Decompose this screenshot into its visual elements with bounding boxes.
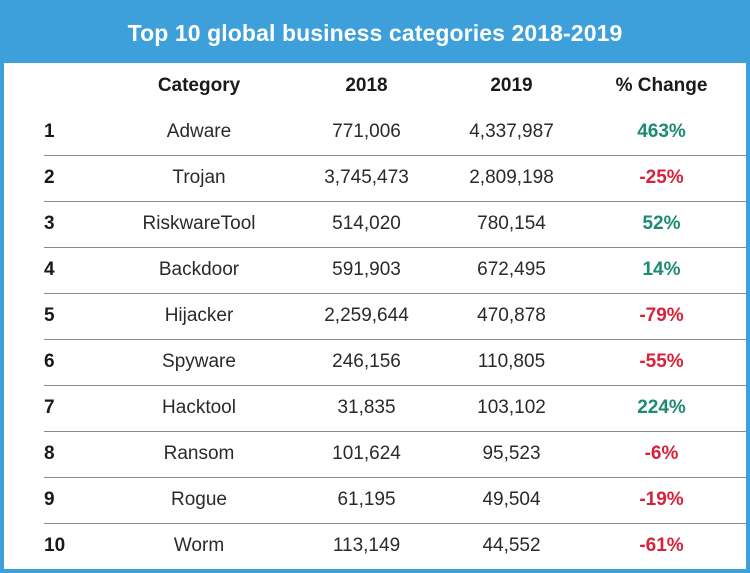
- category-cell: Hijacker: [164, 305, 234, 326]
- value-2018-cell: 3,745,473: [324, 167, 409, 188]
- rank-cell: 10: [44, 535, 66, 556]
- table-title: Top 10 global business categories 2018-2…: [4, 4, 746, 63]
- row-divider: [44, 293, 746, 294]
- value-2018-cell: 591,903: [332, 259, 401, 280]
- rank-cell: 4: [44, 259, 55, 280]
- header-2018: 2018: [345, 75, 388, 96]
- category-cell: Adware: [166, 121, 232, 142]
- value-2019-cell: 110,805: [477, 351, 546, 372]
- rank-cell: 3: [44, 213, 55, 234]
- value-2018-cell: 2,259,644: [324, 305, 409, 326]
- value-2019-cell: 2,809,198: [469, 167, 554, 188]
- change-cell: -19%: [639, 489, 684, 510]
- row-divider: [44, 155, 746, 156]
- value-2018-cell: 113,149: [332, 535, 401, 556]
- change-cell: 463%: [637, 121, 686, 142]
- table-row: 9 Rogue 61,195 49,504 -19%: [4, 477, 746, 524]
- header-rank: [44, 63, 104, 109]
- rank-cell: 1: [44, 121, 55, 142]
- row-divider: [44, 431, 746, 432]
- value-2018-cell: 771,006: [332, 121, 401, 142]
- table-row: 1 Adware 771,006 4,337,987 463%: [4, 109, 746, 156]
- table-row: 10 Worm 113,149 44,552 -61%: [4, 523, 746, 569]
- category-cell: Trojan: [172, 167, 226, 188]
- change-cell: -25%: [639, 167, 684, 188]
- table-row: 2 Trojan 3,745,473 2,809,198 -25%: [4, 155, 746, 202]
- value-2019-cell: 49,504: [482, 489, 541, 510]
- value-2019-cell: 780,154: [477, 213, 546, 234]
- row-divider: [44, 523, 746, 524]
- change-cell: 52%: [642, 213, 681, 234]
- table-row: 3 RiskwareTool 514,020 780,154 52%: [4, 201, 746, 248]
- category-cell: RiskwareTool: [142, 213, 256, 234]
- category-cell: Backdoor: [158, 259, 240, 280]
- rank-cell: 5: [44, 305, 55, 326]
- change-cell: 14%: [642, 259, 681, 280]
- value-2019-cell: 103,102: [477, 397, 546, 418]
- rank-cell: 9: [44, 489, 55, 510]
- change-cell: 224%: [637, 397, 686, 418]
- value-2019-cell: 4,337,987: [469, 121, 554, 142]
- rank-cell: 7: [44, 397, 55, 418]
- row-divider: [44, 477, 746, 478]
- table-header-row: Category 2018 2019 % Change: [4, 63, 746, 109]
- value-2019-cell: 44,552: [482, 535, 541, 556]
- value-2018-cell: 101,624: [332, 443, 401, 464]
- header-category: Category: [157, 75, 241, 96]
- table-row: 4 Backdoor 591,903 672,495 14%: [4, 247, 746, 294]
- header-change: % Change: [615, 75, 708, 96]
- value-2018-cell: 246,156: [332, 351, 401, 372]
- row-divider: [44, 201, 746, 202]
- value-2018-cell: 514,020: [332, 213, 401, 234]
- change-cell: -79%: [639, 305, 684, 326]
- table-row: 5 Hijacker 2,259,644 470,878 -79%: [4, 293, 746, 340]
- change-cell: -6%: [644, 443, 679, 464]
- value-2018-cell: 61,195: [337, 489, 396, 510]
- table-body: 1 Adware 771,006 4,337,987 463% 2 Trojan 3,745,…: [4, 109, 746, 569]
- value-2019-cell: 672,495: [477, 259, 546, 280]
- row-divider: [44, 385, 746, 386]
- rank-cell: 2: [44, 167, 55, 188]
- row-divider: [44, 247, 746, 248]
- value-2018-cell: 31,835: [337, 397, 396, 418]
- change-cell: -61%: [639, 535, 684, 556]
- table-row: 7 Hacktool 31,835 103,102 224%: [4, 385, 746, 432]
- header-2019: 2019: [490, 75, 533, 96]
- rank-cell: 6: [44, 351, 55, 372]
- table-row: 8 Ransom 101,624 95,523 -6%: [4, 431, 746, 478]
- category-cell: Hacktool: [162, 397, 236, 418]
- value-2019-cell: 470,878: [477, 305, 546, 326]
- category-cell: Spyware: [162, 351, 236, 372]
- value-2019-cell: 95,523: [482, 443, 541, 464]
- change-cell: -55%: [639, 351, 684, 372]
- category-cell: Rogue: [171, 489, 227, 510]
- rank-cell: 8: [44, 443, 55, 464]
- table-row: 6 Spyware 246,156 110,805 -55%: [4, 339, 746, 386]
- row-divider: [44, 339, 746, 340]
- category-cell: Worm: [173, 535, 225, 556]
- category-cell: Ransom: [163, 443, 235, 464]
